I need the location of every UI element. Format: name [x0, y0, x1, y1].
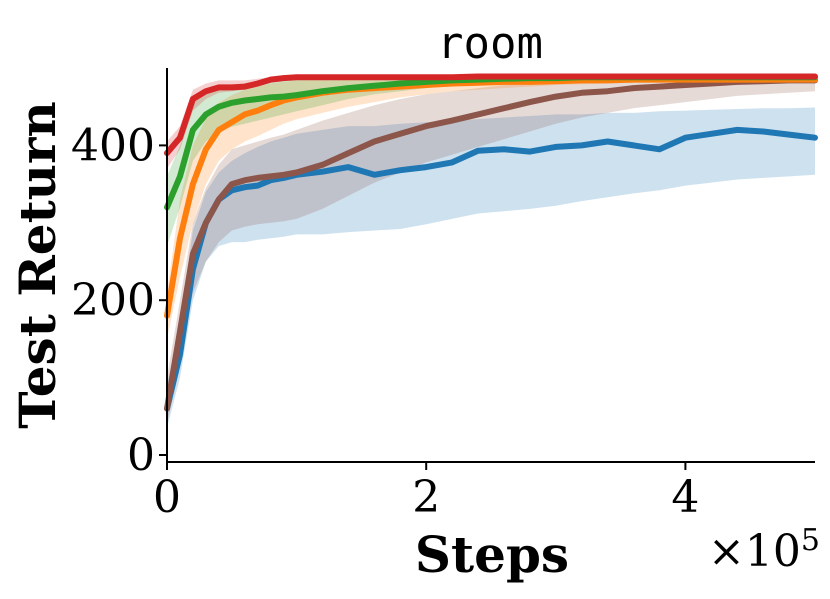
confidence-bands: [167, 75, 815, 428]
y-ticks: 0 200 400: [71, 120, 167, 481]
plot-area: [164, 73, 818, 428]
series-0-band: [167, 107, 815, 428]
x-axis-multiplier-exponent: 5: [801, 523, 820, 558]
series-lines: [164, 73, 818, 412]
x-axis-multiplier-base: ×10: [708, 526, 801, 577]
y-tick-label: 200: [71, 275, 155, 326]
y-axis-label: Test Return: [8, 101, 67, 428]
y-tick-label: 0: [127, 430, 155, 481]
x-ticks: 0 2 4: [153, 462, 699, 523]
series-0-line: [164, 126, 818, 412]
series-3-band: [167, 77, 815, 246]
y-tick-label: 400: [71, 120, 155, 171]
chart-title: room: [437, 18, 543, 69]
series-1-line: [164, 77, 818, 412]
x-tick-label: 0: [153, 472, 181, 523]
x-tick-label: 4: [671, 472, 699, 523]
x-axis-label: Steps: [415, 525, 569, 584]
x-axis-multiplier: ×105: [708, 523, 820, 577]
series-4-line: [164, 73, 818, 157]
x-tick-label: 2: [412, 472, 440, 523]
